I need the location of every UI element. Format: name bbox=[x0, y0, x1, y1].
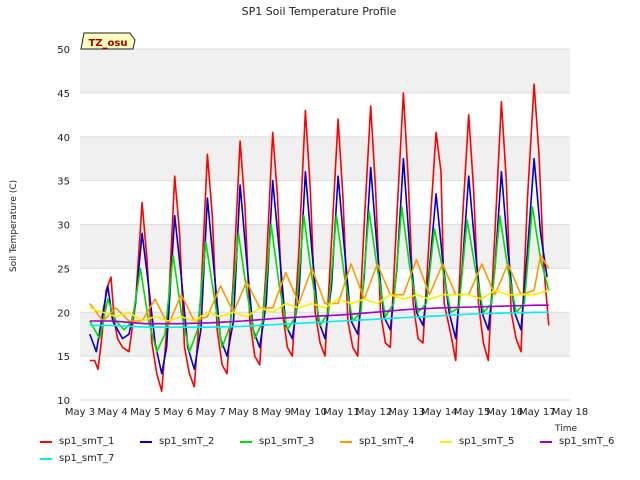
series-line-sp1_smT_7 bbox=[89, 311, 549, 329]
series-line-sp1_smT_6 bbox=[89, 304, 549, 325]
series-line-sp1_smT_3 bbox=[89, 206, 550, 353]
x-tick-label: May 13 bbox=[388, 407, 425, 418]
x-tick-label: May 12 bbox=[356, 407, 393, 418]
legend-item-sp1_smT_3: sp1_smT_3 bbox=[240, 436, 314, 447]
x-tick-label: May 16 bbox=[486, 407, 523, 418]
legend-item-sp1_smT_2: sp1_smT_2 bbox=[140, 436, 214, 447]
plot-band bbox=[80, 224, 570, 269]
x-tick-label: May 6 bbox=[163, 407, 193, 418]
x-tick-label: May 3 bbox=[65, 407, 95, 418]
legend-swatch bbox=[40, 440, 52, 443]
legend-item-sp1_smT_7: sp1_smT_7 bbox=[40, 453, 114, 464]
plot-band bbox=[80, 268, 570, 313]
plot-band bbox=[80, 136, 570, 181]
series-lines bbox=[89, 83, 550, 393]
y-axis-ticks: 10 15 20 25 30 35 40 45 50 bbox=[57, 45, 70, 407]
chart-title: SP1 Soil Temperature Profile bbox=[242, 5, 397, 18]
y-tick-label: 10 bbox=[57, 396, 70, 407]
x-tick-label: May 15 bbox=[454, 407, 491, 418]
y-tick-label: 25 bbox=[57, 264, 70, 275]
legend-item-sp1_smT_6: sp1_smT_6 bbox=[540, 436, 614, 447]
legend-label: sp1_smT_2 bbox=[159, 436, 215, 447]
legend-label: sp1_smT_1 bbox=[59, 436, 115, 447]
x-tick-label: May 4 bbox=[98, 407, 128, 418]
plot-band bbox=[80, 49, 570, 93]
legend-item-sp1_smT_4: sp1_smT_4 bbox=[340, 436, 414, 447]
x-tick-label: May 10 bbox=[290, 407, 327, 418]
legend-label: sp1_smT_5 bbox=[459, 436, 515, 447]
legend-swatch bbox=[540, 440, 552, 443]
y-tick-label: 20 bbox=[57, 308, 70, 319]
series-line-sp1_smT_2 bbox=[89, 157, 548, 375]
x-axis-ticks: May 3 May 4 May 5 May 6 May 7 May 8 May 9 May 1… bbox=[65, 407, 588, 418]
legend-swatch bbox=[340, 440, 352, 443]
annotation-label: TZ_osu bbox=[88, 38, 127, 49]
x-tick-label: May 11 bbox=[323, 407, 360, 418]
legend-label: sp1_smT_6 bbox=[559, 436, 615, 447]
x-tick-label: May 18 bbox=[552, 407, 589, 418]
annotation-badge: TZ_osu bbox=[80, 32, 136, 50]
legend-label: sp1_smT_4 bbox=[359, 436, 415, 447]
x-tick-label: May 7 bbox=[196, 407, 226, 418]
x-tick-label: May 8 bbox=[228, 407, 258, 418]
series-line-sp1_smT_5 bbox=[89, 289, 550, 322]
legend-swatch bbox=[440, 440, 452, 443]
y-tick-label: 40 bbox=[57, 133, 70, 144]
x-axis-label: Time bbox=[554, 424, 577, 434]
y-tick-label: 50 bbox=[57, 45, 70, 56]
legend-item-sp1_smT_5: sp1_smT_5 bbox=[440, 436, 514, 447]
plot-band bbox=[80, 356, 570, 400]
y-tick-label: 30 bbox=[57, 221, 70, 232]
x-tick-label: May 5 bbox=[130, 407, 160, 418]
plot-background bbox=[80, 49, 570, 400]
plot-band bbox=[80, 180, 570, 225]
y-axis-label: Soil Temperature (C) bbox=[9, 180, 19, 272]
y-tick-label: 45 bbox=[57, 89, 70, 100]
y-tick-label: 35 bbox=[57, 177, 70, 188]
legend-label: sp1_smT_7 bbox=[59, 453, 115, 464]
plot-band bbox=[80, 92, 570, 137]
legend-item-sp1_smT_1: sp1_smT_1 bbox=[40, 436, 114, 447]
legend-swatch bbox=[140, 440, 152, 443]
series-line-sp1_smT_1 bbox=[89, 83, 550, 393]
legend-swatch bbox=[40, 457, 52, 460]
legend-label: sp1_smT_3 bbox=[259, 436, 315, 447]
y-tick-label: 15 bbox=[57, 352, 70, 363]
x-tick-label: May 9 bbox=[261, 407, 291, 418]
legend-swatch bbox=[240, 440, 252, 443]
series-line-sp1_smT_4 bbox=[89, 254, 550, 327]
x-tick-label: May 17 bbox=[519, 407, 556, 418]
x-tick-label: May 14 bbox=[421, 407, 458, 418]
